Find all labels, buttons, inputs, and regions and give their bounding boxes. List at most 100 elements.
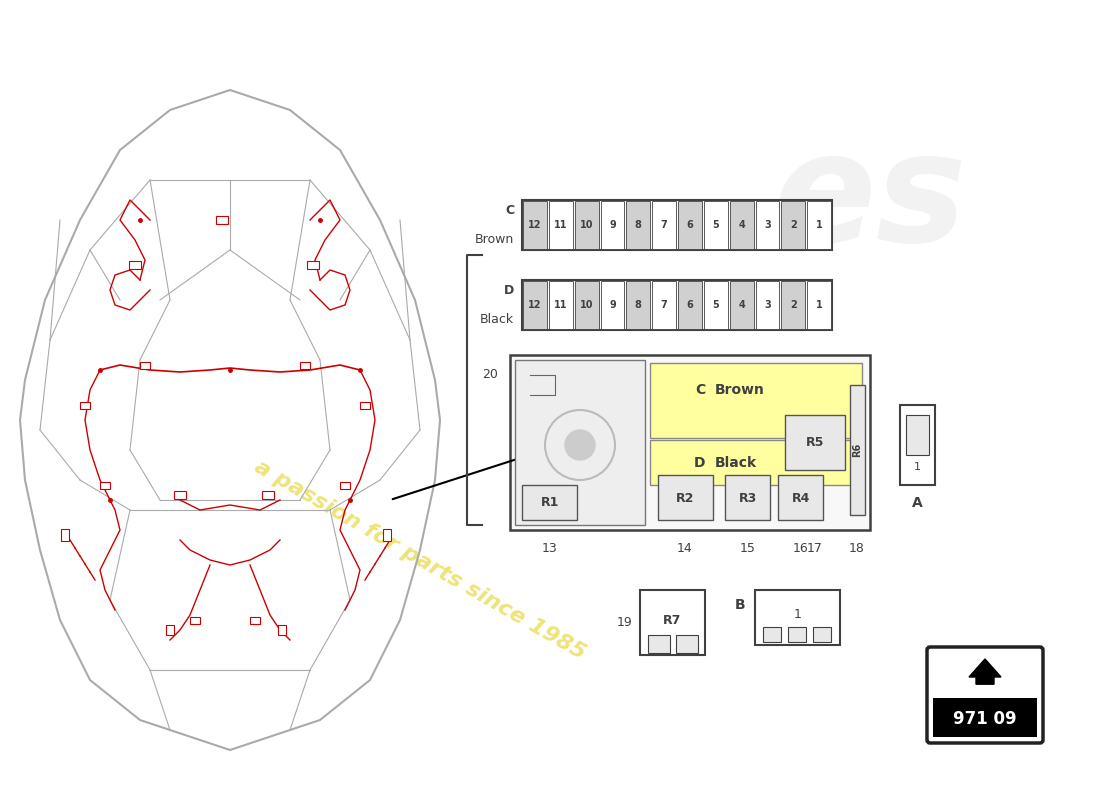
Bar bbox=[515, 360, 645, 525]
Text: 10: 10 bbox=[580, 220, 593, 230]
Bar bbox=[652, 281, 676, 329]
Text: 5: 5 bbox=[713, 220, 719, 230]
Text: 1: 1 bbox=[914, 462, 921, 472]
Text: 16: 16 bbox=[793, 542, 808, 554]
Text: 2: 2 bbox=[790, 220, 796, 230]
Text: Black: Black bbox=[480, 313, 514, 326]
Bar bbox=[60, 529, 69, 541]
Bar bbox=[648, 635, 670, 653]
Bar bbox=[522, 281, 547, 329]
FancyBboxPatch shape bbox=[927, 647, 1043, 743]
Text: R7: R7 bbox=[663, 614, 682, 626]
Bar bbox=[100, 482, 110, 489]
Text: 3: 3 bbox=[764, 300, 771, 310]
Text: 11: 11 bbox=[554, 220, 568, 230]
Bar bbox=[129, 261, 141, 269]
Bar bbox=[900, 405, 935, 485]
Bar bbox=[676, 635, 698, 653]
Bar bbox=[250, 617, 260, 623]
Text: 20: 20 bbox=[482, 369, 498, 382]
Bar bbox=[140, 362, 150, 369]
Bar bbox=[788, 627, 806, 642]
Text: C: C bbox=[695, 383, 705, 397]
Text: R2: R2 bbox=[675, 491, 694, 505]
Bar bbox=[785, 415, 845, 470]
Bar bbox=[652, 201, 676, 249]
Bar bbox=[678, 201, 702, 249]
Text: a passion for parts since 1985: a passion for parts since 1985 bbox=[251, 457, 588, 663]
Bar bbox=[522, 200, 832, 250]
Text: Black: Black bbox=[715, 456, 757, 470]
Bar bbox=[340, 482, 350, 489]
Text: 9: 9 bbox=[609, 300, 616, 310]
Bar bbox=[778, 475, 823, 520]
Text: 12: 12 bbox=[528, 220, 541, 230]
Bar bbox=[933, 698, 1037, 737]
Bar bbox=[278, 625, 286, 635]
Bar bbox=[906, 415, 930, 455]
Bar bbox=[174, 491, 186, 499]
Text: 17: 17 bbox=[807, 542, 823, 554]
Bar bbox=[756, 201, 779, 249]
Text: A: A bbox=[912, 496, 923, 510]
Bar bbox=[763, 627, 781, 642]
Bar bbox=[756, 281, 779, 329]
Text: 1: 1 bbox=[793, 609, 802, 622]
Bar bbox=[658, 475, 713, 520]
Bar bbox=[522, 280, 832, 330]
Text: 13: 13 bbox=[542, 542, 558, 554]
Bar bbox=[626, 201, 650, 249]
Bar bbox=[626, 281, 650, 329]
Text: 4: 4 bbox=[738, 220, 745, 230]
Text: R5: R5 bbox=[806, 437, 824, 450]
Text: 7: 7 bbox=[661, 300, 668, 310]
Bar bbox=[522, 201, 547, 249]
Text: 15: 15 bbox=[740, 542, 756, 554]
Bar bbox=[190, 617, 200, 623]
Bar bbox=[601, 201, 625, 249]
Text: B: B bbox=[735, 598, 745, 612]
Bar bbox=[729, 281, 754, 329]
Text: 6: 6 bbox=[686, 220, 693, 230]
Text: 11: 11 bbox=[554, 300, 568, 310]
Text: 6: 6 bbox=[686, 300, 693, 310]
Bar bbox=[807, 201, 830, 249]
Text: 3: 3 bbox=[764, 220, 771, 230]
Bar bbox=[781, 201, 805, 249]
Circle shape bbox=[565, 430, 595, 460]
Bar bbox=[166, 625, 174, 635]
Text: Brown: Brown bbox=[715, 383, 764, 397]
Bar bbox=[360, 402, 370, 409]
Text: 8: 8 bbox=[635, 300, 641, 310]
Text: 5: 5 bbox=[713, 300, 719, 310]
Text: 10: 10 bbox=[580, 300, 593, 310]
Bar bbox=[522, 485, 578, 520]
Bar bbox=[640, 590, 705, 655]
Text: 7: 7 bbox=[661, 220, 668, 230]
Bar bbox=[704, 201, 728, 249]
Text: 12: 12 bbox=[528, 300, 541, 310]
Bar bbox=[300, 362, 310, 369]
Bar bbox=[650, 363, 862, 438]
Text: R1: R1 bbox=[541, 497, 559, 510]
Text: 14: 14 bbox=[678, 542, 693, 554]
Bar bbox=[262, 491, 274, 499]
Text: R6: R6 bbox=[852, 443, 862, 457]
Bar bbox=[601, 281, 625, 329]
Bar bbox=[650, 440, 862, 485]
Text: C: C bbox=[505, 204, 514, 217]
Bar bbox=[725, 475, 770, 520]
Bar bbox=[729, 201, 754, 249]
Text: 971 09: 971 09 bbox=[954, 710, 1016, 728]
Bar bbox=[549, 201, 573, 249]
Bar bbox=[216, 216, 228, 224]
Text: es: es bbox=[772, 126, 967, 274]
Text: R3: R3 bbox=[739, 491, 757, 505]
Text: 1: 1 bbox=[816, 220, 823, 230]
Bar bbox=[850, 385, 865, 515]
Bar bbox=[678, 281, 702, 329]
Bar bbox=[813, 627, 830, 642]
Text: D: D bbox=[693, 456, 705, 470]
Bar bbox=[781, 281, 805, 329]
Bar bbox=[704, 281, 728, 329]
